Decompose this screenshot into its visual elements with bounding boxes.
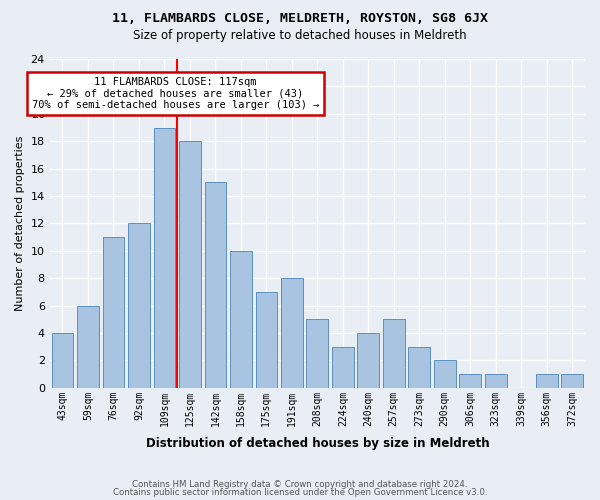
Bar xyxy=(307,320,328,388)
Text: 11 FLAMBARDS CLOSE: 117sqm
← 29% of detached houses are smaller (43)
70% of semi: 11 FLAMBARDS CLOSE: 117sqm ← 29% of deta… xyxy=(32,77,319,110)
Bar xyxy=(154,128,175,388)
Bar xyxy=(77,306,99,388)
Text: Size of property relative to detached houses in Meldreth: Size of property relative to detached ho… xyxy=(133,28,467,42)
Bar xyxy=(205,182,226,388)
Bar xyxy=(103,237,124,388)
Bar xyxy=(256,292,277,388)
Bar xyxy=(281,278,302,388)
Bar xyxy=(434,360,455,388)
Bar xyxy=(460,374,481,388)
Bar xyxy=(536,374,557,388)
Y-axis label: Number of detached properties: Number of detached properties xyxy=(15,136,25,311)
X-axis label: Distribution of detached houses by size in Meldreth: Distribution of detached houses by size … xyxy=(146,437,489,450)
Bar xyxy=(562,374,583,388)
Bar xyxy=(52,333,73,388)
Text: Contains HM Land Registry data © Crown copyright and database right 2024.: Contains HM Land Registry data © Crown c… xyxy=(132,480,468,489)
Bar xyxy=(230,251,251,388)
Bar xyxy=(332,347,353,388)
Bar xyxy=(179,141,201,388)
Bar xyxy=(358,333,379,388)
Text: 11, FLAMBARDS CLOSE, MELDRETH, ROYSTON, SG8 6JX: 11, FLAMBARDS CLOSE, MELDRETH, ROYSTON, … xyxy=(112,12,488,24)
Bar xyxy=(128,224,150,388)
Bar xyxy=(383,320,404,388)
Bar xyxy=(409,347,430,388)
Bar xyxy=(485,374,506,388)
Text: Contains public sector information licensed under the Open Government Licence v3: Contains public sector information licen… xyxy=(113,488,487,497)
